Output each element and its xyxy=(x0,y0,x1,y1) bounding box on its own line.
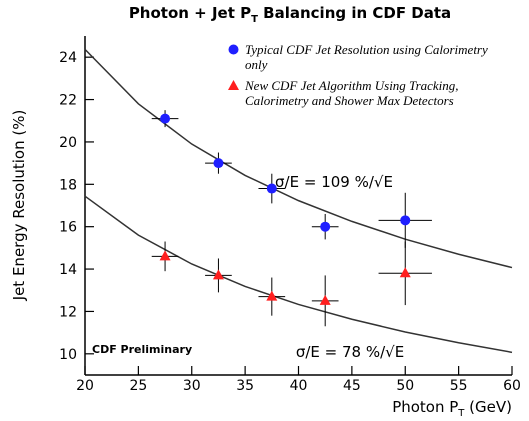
title-part: Photon + Jet P xyxy=(129,4,251,22)
y-tick-label: 14 xyxy=(59,262,77,278)
point xyxy=(213,158,224,169)
title-part: Balancing in CDF Data xyxy=(258,4,451,22)
annotation: σ/E = 109 %/√E xyxy=(275,173,393,191)
label-part: (GeV) xyxy=(464,398,512,416)
x-tick-label: 25 xyxy=(129,378,147,394)
swatch xyxy=(228,80,239,90)
legend-label: Typical CDF Jet Resolution using Calorim… xyxy=(245,42,488,72)
x-tick-label: 20 xyxy=(76,378,94,394)
x-tick-label: 40 xyxy=(290,378,308,394)
y-tick-label: 24 xyxy=(59,50,77,66)
point xyxy=(319,294,331,305)
label-part: T xyxy=(457,408,465,419)
y-tick-label: 22 xyxy=(59,93,77,109)
point xyxy=(159,250,171,261)
x-tick-label: 30 xyxy=(183,378,201,394)
y-tick-label: 10 xyxy=(59,347,77,363)
x-tick-label: 50 xyxy=(396,378,414,394)
point xyxy=(399,267,411,278)
y-tick-label: 18 xyxy=(59,177,77,193)
point xyxy=(320,221,331,232)
y-tick-label: 12 xyxy=(59,304,77,320)
x-tick-label: 35 xyxy=(236,378,254,394)
x-tick-label: 45 xyxy=(343,378,361,394)
legend-swatch xyxy=(228,80,239,90)
x-axis-label: Photon PT (GeV) xyxy=(392,398,512,419)
legend-label: New CDF Jet Algorithm Using Tracking, Ca… xyxy=(245,78,459,108)
chart-title: Photon + Jet PT Balancing in CDF Data xyxy=(129,4,451,25)
legend-entry: New CDF Jet Algorithm Using Tracking, Ca… xyxy=(228,78,513,108)
legend-entry: Typical CDF Jet Resolution using Calorim… xyxy=(228,42,513,72)
y-tick-label: 20 xyxy=(59,135,77,151)
legend-swatch xyxy=(228,44,239,55)
point xyxy=(212,269,224,280)
y-tick-label: 16 xyxy=(59,220,77,236)
swatch xyxy=(228,44,239,55)
label-part: Photon P xyxy=(392,398,458,416)
point xyxy=(400,215,411,226)
title-part: T xyxy=(251,14,258,25)
fit-curve xyxy=(84,48,513,269)
point xyxy=(160,113,171,124)
fit-curve xyxy=(84,195,513,354)
x-tick-label: 60 xyxy=(503,378,521,394)
annotation: σ/E = 78 %/√E xyxy=(296,343,404,361)
x-tick-label: 55 xyxy=(450,378,468,394)
point xyxy=(266,290,278,301)
y-axis-label: Jet Energy Resolution (%) xyxy=(10,110,28,302)
point xyxy=(266,183,277,194)
annotation: CDF Preliminary xyxy=(92,343,192,356)
